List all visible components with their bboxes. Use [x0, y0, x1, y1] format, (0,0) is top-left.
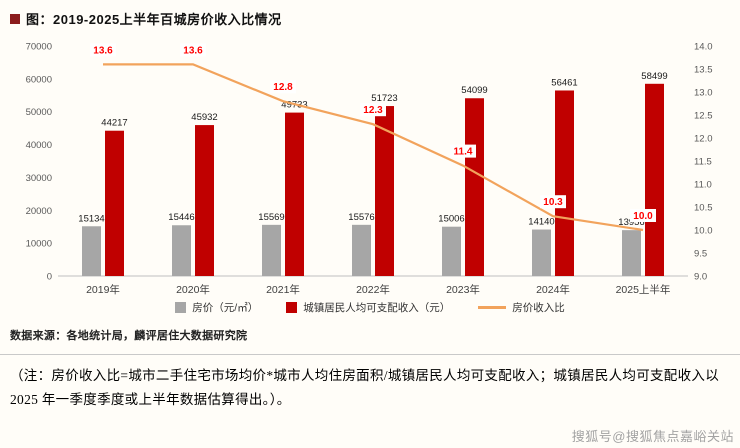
- x-axis-label: 2020年: [176, 283, 210, 296]
- y-axis-right-label: 12.5: [694, 111, 713, 122]
- ratio-line: [103, 63, 644, 232]
- y-axis-right-label: 11.0: [694, 180, 712, 191]
- line-label-bg: [90, 43, 116, 57]
- y-axis-left-label: 20000: [26, 206, 52, 217]
- income-bar: [105, 130, 124, 276]
- legend-item: 城镇居民人均可支配收入（元）: [286, 300, 450, 315]
- x-axis-label: 2025上半年: [616, 283, 671, 296]
- y-axis-left-label: 40000: [26, 140, 52, 151]
- legend-item: 房价收入比: [478, 300, 565, 315]
- line-label-bg: [540, 195, 566, 209]
- housing-price-bar: [262, 224, 281, 276]
- line-value-label: 11.4: [454, 147, 473, 158]
- line-label-bg: [630, 209, 656, 222]
- housing-price-bar: [532, 229, 551, 276]
- chart-title: 图：2019-2025上半年百城房价收入比情况: [26, 12, 282, 27]
- line-value-label: 13.6: [183, 45, 203, 56]
- income-bar: [195, 125, 214, 277]
- line-value-label: 10.0: [633, 211, 653, 222]
- bar-value-label: 44217: [101, 118, 127, 129]
- bar-value-label: 15134: [78, 213, 104, 224]
- housing-price-bar: [82, 226, 101, 276]
- line-label-bg: [180, 43, 206, 57]
- bar-value-label: 51723: [371, 93, 397, 104]
- y-axis-right-label: 9.0: [694, 272, 707, 283]
- line-label-bg: [450, 144, 476, 158]
- line-label-bg: [360, 103, 386, 117]
- y-axis-right-label: 9.5: [694, 249, 707, 260]
- chart-legend: 房价（元/㎡） 城镇居民人均可支配收入（元） 房价收入比: [0, 300, 740, 315]
- legend-box-swatch-icon: [175, 302, 187, 313]
- bar-value-label: 15446: [168, 212, 194, 223]
- legend-label: 房价收入比: [512, 302, 565, 314]
- legend-box-swatch-icon: [286, 302, 298, 313]
- housing-price-bar: [442, 226, 461, 276]
- bar-value-label: 13956: [618, 217, 644, 228]
- income-bar: [645, 83, 664, 276]
- bar-value-label: 15569: [258, 212, 284, 223]
- y-axis-right-label: 10.5: [694, 203, 713, 214]
- bar-value-label: 58499: [641, 71, 667, 82]
- x-axis-label: 2021年: [266, 283, 300, 296]
- legend-line-swatch-icon: [478, 306, 507, 309]
- x-axis-label: 2024年: [536, 283, 570, 296]
- line-value-label: 12.8: [273, 82, 293, 93]
- y-axis-left-label: 50000: [26, 107, 52, 118]
- title-bullet-icon: [10, 13, 20, 24]
- x-axis-label: 2019年: [86, 283, 120, 296]
- x-axis-label: 2023年: [446, 283, 480, 296]
- income-bar: [285, 112, 304, 276]
- y-axis-left-label: 30000: [26, 173, 52, 184]
- y-axis-left-label: 0: [47, 272, 52, 283]
- y-axis-right-label: 13.5: [694, 65, 713, 76]
- line-value-label: 12.3: [363, 105, 383, 116]
- y-axis-right-label: 14.0: [694, 42, 713, 53]
- bar-value-label: 45932: [191, 112, 217, 123]
- income-bar: [555, 90, 574, 276]
- y-axis-right-label: 12.0: [694, 134, 713, 145]
- line-label-bg: [270, 80, 296, 94]
- housing-price-bar: [622, 230, 641, 276]
- watermark: 搜狐号@搜狐焦点嘉峪关站: [571, 429, 734, 444]
- data-source: 数据来源：各地统计局，麟评居住大数据研究院: [10, 330, 248, 342]
- income-bar: [375, 106, 394, 276]
- y-axis-right-label: 10.0: [694, 226, 713, 237]
- footnote: （注：房价收入比=城市二手住宅市场均价*城市人均住房面积/城镇居民人均可支配收入…: [10, 368, 720, 408]
- y-axis-left-label: 60000: [26, 74, 52, 85]
- combo-chart: 0 10000 20000 30000 40000 50000 60000 70000 9.0 9…: [26, 42, 713, 297]
- line-value-label: 13.6: [93, 45, 113, 56]
- legend-label: 房价（元/㎡）: [192, 302, 259, 314]
- bar-value-label: 15006: [438, 214, 464, 225]
- legend-label: 城镇居民人均可支配收入（元）: [303, 302, 451, 314]
- y-axis-left-label: 70000: [26, 42, 52, 53]
- y-axis-right-label: 13.0: [694, 88, 713, 99]
- y-axis-right-label: 11.5: [694, 157, 712, 168]
- line-value-label: 10.3: [543, 197, 563, 208]
- y-axis-left-label: 10000: [26, 239, 52, 250]
- bar-value-label: 54099: [461, 85, 487, 96]
- bar-value-label: 56461: [551, 77, 577, 88]
- x-axis-label: 2022年: [356, 283, 390, 296]
- legend-item: 房价（元/㎡）: [175, 300, 258, 315]
- divider-line: [0, 354, 740, 355]
- bar-value-label: 14140: [528, 217, 554, 228]
- chart-title-row: 图：2019-2025上半年百城房价收入比情况: [0, 0, 740, 28]
- housing-price-bar: [172, 225, 191, 276]
- bar-value-label: 15576: [348, 212, 374, 223]
- housing-price-bar: [352, 224, 371, 276]
- income-bar: [465, 98, 484, 276]
